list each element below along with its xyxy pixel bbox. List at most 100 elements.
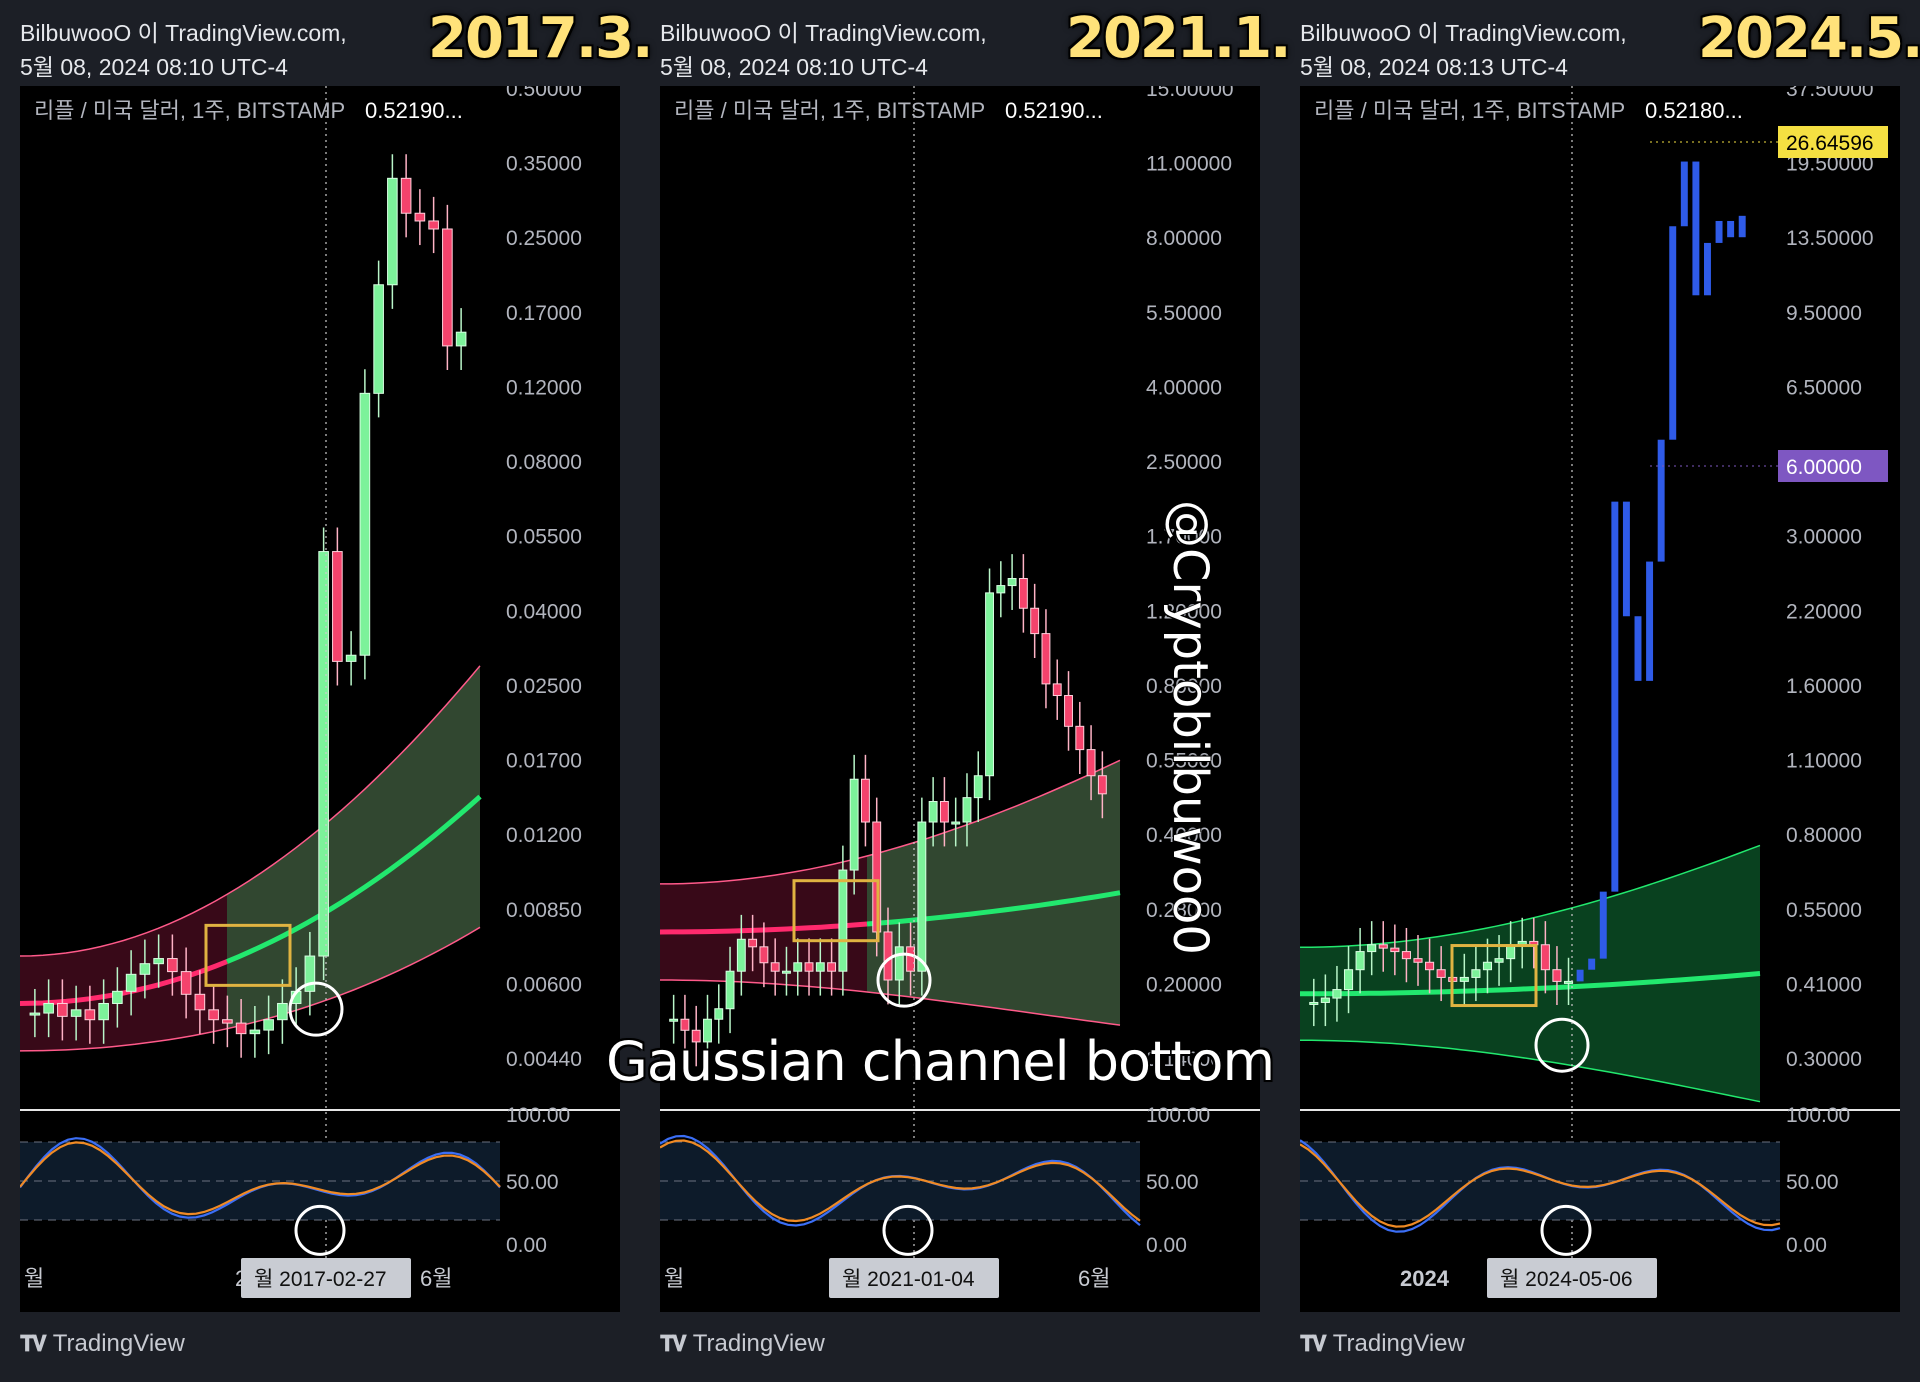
tradingview-brand: TradingView xyxy=(692,1330,825,1357)
chart-panel-3: BilbuwooO 이 TradingView.com, 5월 08, 2024… xyxy=(1280,0,1920,1382)
price-tick-label: 0.30000 xyxy=(1786,1048,1862,1071)
price-tick-label: 0.41000 xyxy=(1786,973,1862,996)
x-axis-label: 6월 xyxy=(1078,1266,1110,1291)
stoch-d-line xyxy=(1300,1143,1781,1228)
candle-body xyxy=(57,1002,68,1017)
candle-body xyxy=(1482,961,1493,971)
year-label: 2024.5. xyxy=(1698,6,1920,71)
candle-body xyxy=(1401,951,1411,960)
author-watermark: @Cryptobilbuwoo0 xyxy=(1162,500,1218,955)
candle-body xyxy=(318,551,329,957)
chart-area[interactable]: 15.00000 11.00000 8.00000 5.50000 4.00000 2.5… xyxy=(660,86,1260,1312)
candle-body xyxy=(1052,683,1062,697)
chart-area[interactable]: 37.5000019.5000013.500009.500006.500004.… xyxy=(1300,86,1900,1312)
bottom-circle-main xyxy=(288,981,344,1037)
price-tick-label: 0.80000 xyxy=(1786,824,1862,847)
tradingview-logo-icon: 𝐓𝐕 xyxy=(660,1331,687,1356)
legend-symbol: 리플 / 미국 달러, 1주, BITSTAMP xyxy=(674,98,985,123)
price-tick-label: 13.50000 xyxy=(1786,227,1874,250)
candle-body xyxy=(736,938,746,972)
price-tick-label: 1.20000 xyxy=(1146,600,1222,623)
candle-body xyxy=(1030,607,1040,635)
price-tick-label: 9.50000 xyxy=(1786,302,1862,325)
candle-body xyxy=(1413,958,1423,963)
date-line: 5월 08, 2024 08:10 UTC-4 xyxy=(660,54,928,80)
candle-body xyxy=(180,971,192,995)
author-line: BilbuwooO 이 TradingView.com, xyxy=(660,20,987,46)
channel-fill-bear xyxy=(20,665,480,1051)
tradingview-footer[interactable]: 𝐓𝐕 TradingView xyxy=(1300,1330,1465,1358)
price-tick-label: 11.00000 xyxy=(1146,153,1232,176)
candle-body xyxy=(1436,969,1446,978)
tradingview-footer[interactable]: 𝐓𝐕 TradingView xyxy=(660,1330,825,1358)
candle-body xyxy=(455,331,467,347)
panel-header: BilbuwooO 이 TradingView.com, 5월 08, 2024… xyxy=(1300,16,1627,84)
price-tick-label: 0.05500 xyxy=(506,526,582,549)
projection-bar xyxy=(1622,501,1630,617)
legend-symbol: 리플 / 미국 달러, 1주, BITSTAMP xyxy=(1314,98,1625,123)
candle-body xyxy=(906,946,916,972)
candle-body xyxy=(973,775,983,799)
candle-body xyxy=(222,1019,233,1024)
bottom-circle-osc xyxy=(1540,1204,1592,1256)
x-axis-label: 월 xyxy=(24,1266,44,1291)
candle-body xyxy=(782,970,791,974)
price-tick-label: 0.00850 xyxy=(506,899,582,922)
chart-area[interactable]: 0.50000 0.35000 0.25000 0.17000 0.12000 0.080… xyxy=(20,86,620,1312)
author-line: BilbuwooO 이 TradingView.com, xyxy=(20,20,347,46)
candle-body xyxy=(669,1018,679,1022)
tradingview-footer[interactable]: 𝐓𝐕 TradingView xyxy=(20,1330,185,1358)
projection-bar xyxy=(1715,220,1723,243)
candle-body xyxy=(793,962,803,972)
osc-tick-label: 0.00 xyxy=(1146,1234,1187,1257)
x-axis-label: 2024 xyxy=(1400,1266,1450,1291)
candle-body xyxy=(1075,725,1085,751)
channel-fill-bull xyxy=(227,665,480,1029)
candle-body xyxy=(838,869,848,972)
candle-body xyxy=(1552,969,1562,982)
candle-body xyxy=(414,212,426,222)
candle-body xyxy=(691,1029,701,1043)
candle-body xyxy=(951,821,961,825)
bottom-circle-main xyxy=(1534,1017,1590,1073)
candle-body xyxy=(84,1009,96,1021)
price-tick-label: 0.20000 xyxy=(1146,973,1222,996)
tradingview-logo-icon: 𝐓𝐕 xyxy=(20,1331,47,1356)
projection-bar xyxy=(1704,242,1711,296)
candle-body xyxy=(917,821,927,972)
price-tick-label: 0.14000 xyxy=(1146,1048,1222,1071)
candle-body xyxy=(263,1019,274,1031)
osc-tick-label: 100.00 xyxy=(1146,1104,1210,1127)
channel-midline-bull xyxy=(866,890,1121,927)
channel-lower-band xyxy=(20,926,481,1052)
candle-body xyxy=(1367,944,1377,953)
price-tick-label: 0.80000 xyxy=(1146,675,1222,698)
candle-body xyxy=(1540,944,1550,971)
projection-bar xyxy=(1692,161,1700,296)
x-axis-label: 월 xyxy=(664,1266,684,1291)
price-tag-value: 26.64596 xyxy=(1786,132,1874,155)
channel-upper-band xyxy=(1300,844,1761,949)
candle-body xyxy=(249,1029,261,1035)
channel-midline-bear xyxy=(20,959,228,1006)
price-tick-label: 0.28000 xyxy=(1146,899,1222,922)
channel-midline-bull xyxy=(1300,971,1761,997)
panel-header: BilbuwooO 이 TradingView.com, 5월 08, 2024… xyxy=(660,16,987,84)
price-tick-label: 15.00000 xyxy=(1146,86,1234,101)
projection-bar xyxy=(1646,561,1654,681)
projection-bar xyxy=(1680,161,1688,227)
panel-header: BilbuwooO 이 TradingView.com, 5월 08, 2024… xyxy=(20,16,347,84)
price-tick-label: 0.25000 xyxy=(506,227,582,250)
osc-tick-label: 0.00 xyxy=(506,1234,547,1257)
year-label: 2021.1. xyxy=(1066,6,1291,71)
price-tick-label: 0.01200 xyxy=(506,824,582,847)
candle-body xyxy=(714,1008,724,1020)
bottom-circle-main xyxy=(876,952,932,1008)
projection-bar xyxy=(1588,958,1596,970)
price-tick-label: 3.00000 xyxy=(1786,526,1862,549)
candle-body xyxy=(400,177,412,214)
bottom-circle-osc xyxy=(294,1204,346,1256)
candle-body xyxy=(304,955,316,992)
candle-body xyxy=(98,1002,109,1021)
price-tick-label: 0.08000 xyxy=(506,451,582,474)
